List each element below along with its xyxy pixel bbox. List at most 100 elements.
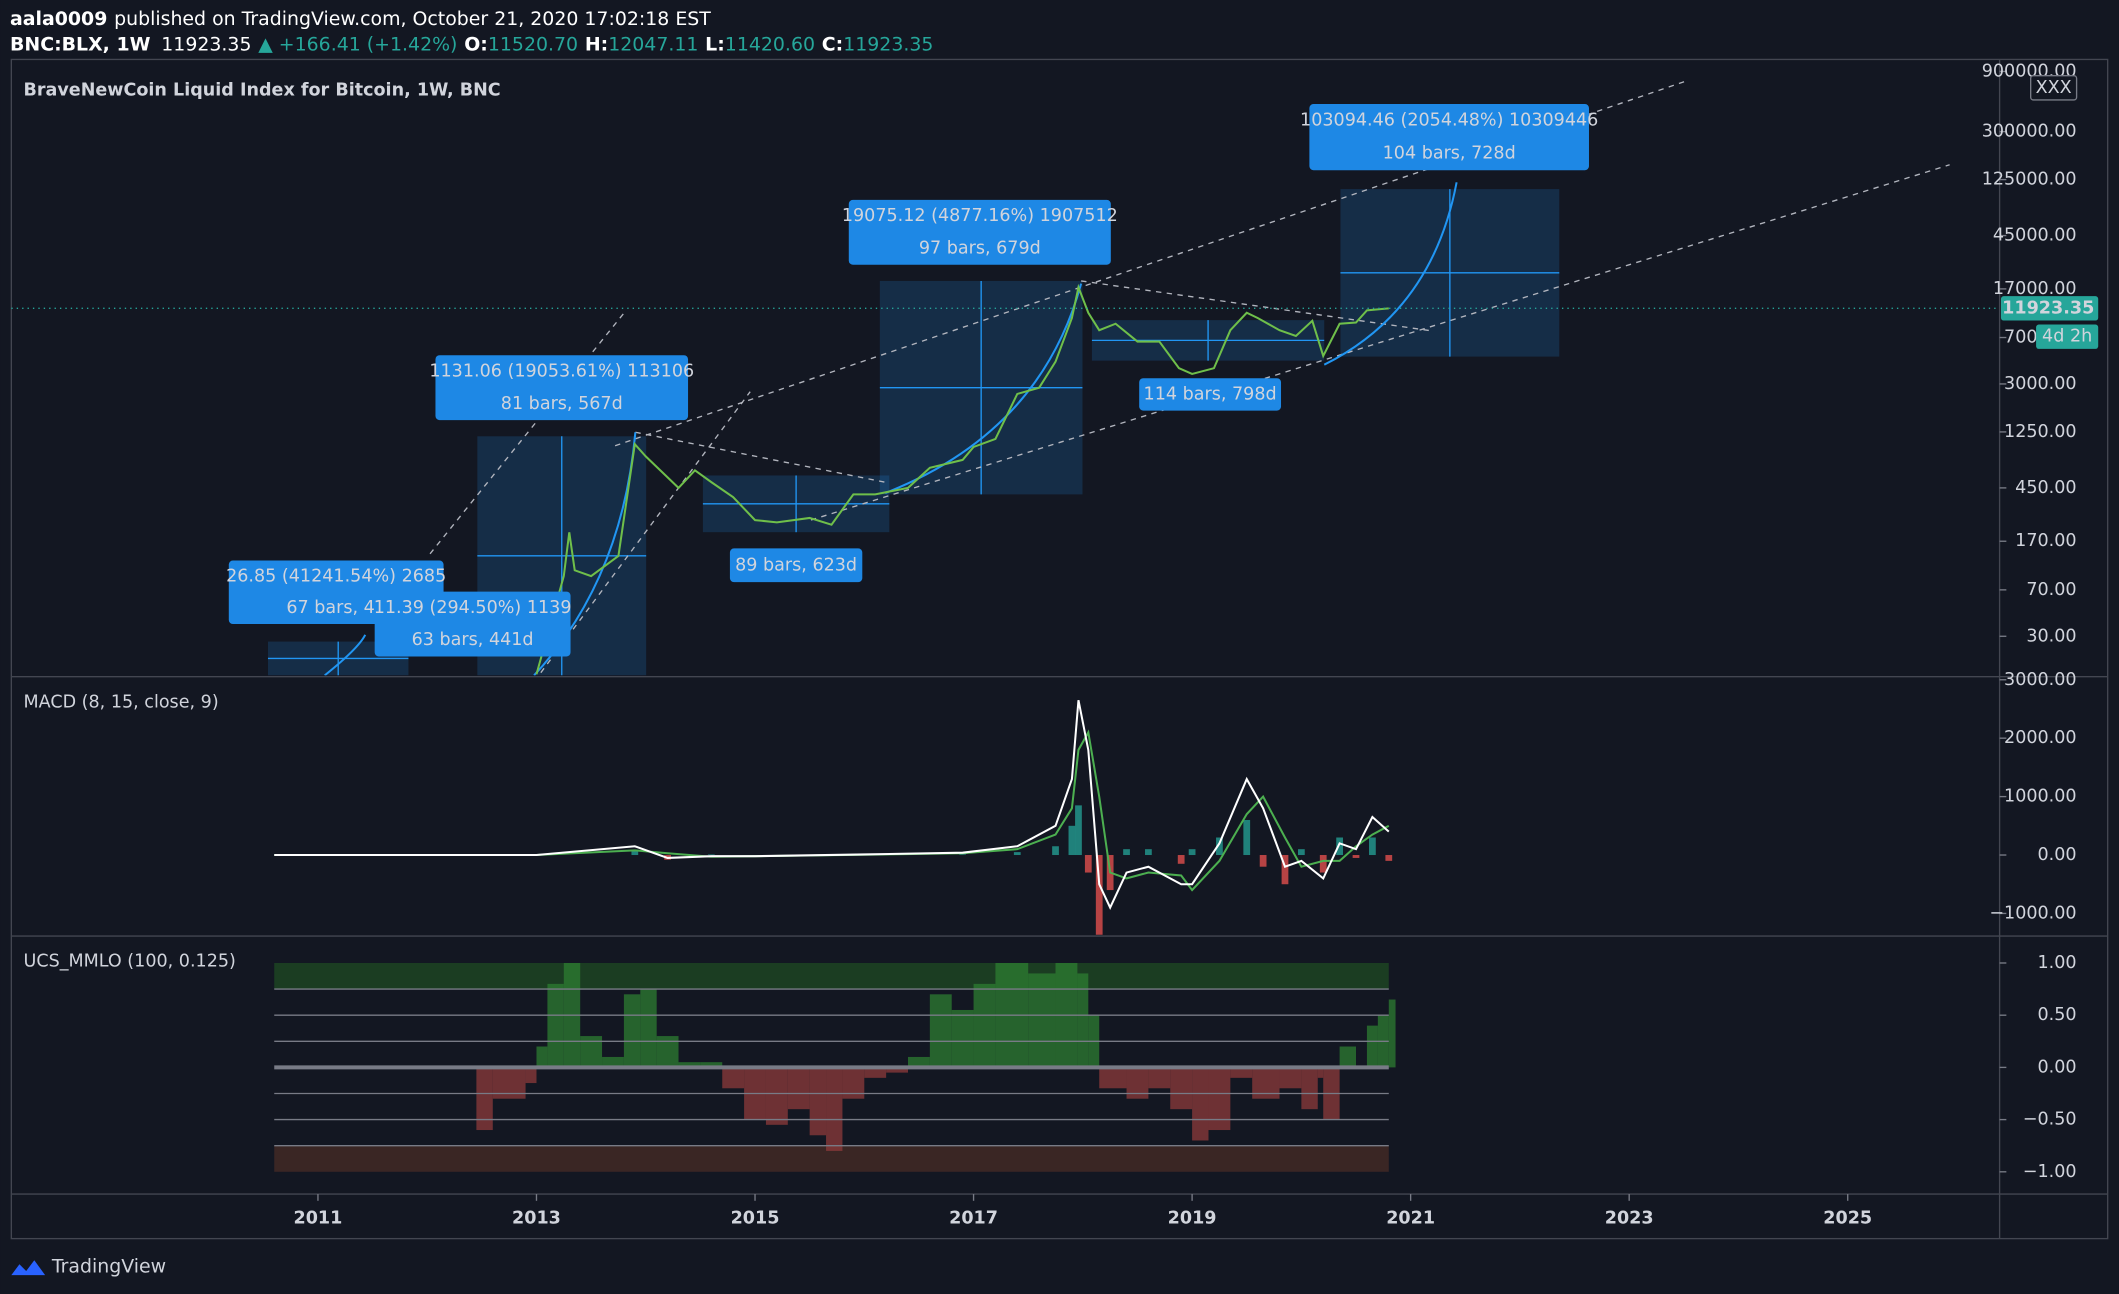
annotation-text: 97 bars, 679d <box>919 239 1041 259</box>
annotation-text: 1131.06 (19053.61%) 113106 <box>429 361 694 381</box>
badge: XXX <box>2036 78 2072 98</box>
y-tick-label: −1000.00 <box>1989 903 2076 923</box>
author: aala0009 <box>10 7 107 29</box>
histogram-bar <box>1068 825 1076 856</box>
histogram-bar <box>722 1067 745 1089</box>
histogram-bar <box>525 1067 537 1084</box>
histogram-bar <box>1013 852 1021 856</box>
x-tick-label: 2017 <box>949 1208 998 1228</box>
badge-box <box>2030 74 2078 101</box>
histogram-bar <box>1317 1067 1324 1078</box>
curve <box>884 283 1083 494</box>
last-price-box <box>2000 296 2099 321</box>
histogram-bar <box>1148 1067 1171 1089</box>
ohlc-value: 11420.60 <box>725 33 815 55</box>
x-tick-label: 2011 <box>294 1208 343 1228</box>
histogram-bar <box>1216 837 1223 856</box>
ohlc-key: C: <box>822 33 843 55</box>
y-tick-label: 300000.00 <box>1982 122 2077 142</box>
annotation-box <box>1309 104 1589 171</box>
histogram-bar <box>886 1067 909 1073</box>
histogram-bar <box>631 850 639 856</box>
series-line <box>274 700 1390 910</box>
pane <box>535 283 1389 675</box>
histogram-bar <box>1388 999 1396 1068</box>
histogram-bar <box>929 994 952 1068</box>
annotation-text: 63 bars, 441d <box>412 630 534 650</box>
y-tick-label: 1.00 <box>2038 953 2077 973</box>
histogram-bar <box>623 994 641 1068</box>
publish-line: aala0009 published on TradingView.com, Oc… <box>10 7 711 29</box>
y-tick-label: 125000.00 <box>1982 170 2077 190</box>
histogram-bar <box>1366 1025 1378 1068</box>
x-tick-label: 2021 <box>1386 1208 1435 1228</box>
histogram-bar <box>1259 855 1267 867</box>
y-tick-label: 1250.00 <box>2004 422 2077 442</box>
histogram-bar <box>826 1067 843 1151</box>
annotation-text: 103094.46 (2054.48%) 10309446 <box>1300 111 1598 131</box>
histogram-bar <box>1123 849 1130 856</box>
annotation-text: 11.39 (294.50%) 1139 <box>374 598 572 618</box>
brand: TradingView <box>51 1255 166 1277</box>
histogram-bar <box>908 1056 930 1068</box>
quote-line: BNC:BLX, 1W 11923.35 ▲ +166.41 (+1.42%) O:1… <box>10 33 933 55</box>
histogram-bar <box>765 1067 788 1125</box>
histogram-bar <box>1192 1067 1209 1141</box>
histogram-bar <box>707 854 715 856</box>
ohlc-value: 11520.70 <box>488 33 578 55</box>
ohlc-key: H: <box>585 33 608 55</box>
x-tick-label: 2015 <box>731 1208 780 1228</box>
last-price: 11923.35 <box>2002 298 2094 318</box>
histogram-bar <box>1339 1046 1357 1068</box>
logo[interactable]: TradingView <box>11 1255 166 1277</box>
y-tick-label: 450.00 <box>2015 478 2076 498</box>
ohlc-value: 11923.35 <box>843 33 933 55</box>
symbol: BNC:BLX, 1W <box>10 33 151 55</box>
histogram-bar <box>1301 1067 1318 1110</box>
annotation-text: 114 bars, 798d <box>1144 384 1277 404</box>
histogram-bar <box>602 1056 624 1068</box>
ohlc-key: L: <box>705 33 725 55</box>
y-tick-label: 0.00 <box>2038 845 2077 865</box>
pane-title: BraveNewCoin Liquid Index for Bitcoin, 1… <box>23 80 500 100</box>
histogram-bar <box>1385 855 1393 861</box>
histogram-bar <box>536 1046 548 1068</box>
annotation-box <box>1139 378 1282 411</box>
histogram-bar <box>1230 1067 1253 1078</box>
band <box>274 962 1389 990</box>
x-tick-label: 2025 <box>1823 1208 1872 1228</box>
histogram-bar <box>1319 855 1327 873</box>
pane-title: MACD (8, 15, close, 9) <box>23 692 218 712</box>
histogram-bar <box>959 854 967 856</box>
y-tick-label: 3000.00 <box>2004 374 2077 394</box>
y-tick-label: 3000.00 <box>2004 670 2077 690</box>
histogram-bar <box>1336 837 1343 856</box>
histogram-bar <box>1099 1067 1127 1089</box>
annotation-text: 104 bars, 728d <box>1383 144 1516 164</box>
annotation-text: 19075.12 (4877.16%) 1907512 <box>842 206 1118 226</box>
pane <box>274 700 1393 935</box>
histogram-bar <box>809 1067 827 1136</box>
histogram-bar <box>1126 1067 1149 1099</box>
histogram-bar <box>1177 855 1185 864</box>
y-tick-label: 170.00 <box>2015 531 2076 551</box>
countdown-box <box>2036 324 2099 349</box>
trend-line <box>810 164 1950 521</box>
pane <box>274 962 1396 1172</box>
histogram-bar <box>1145 849 1152 856</box>
y-tick-label: 30.00 <box>2026 626 2076 646</box>
histogram-bar <box>547 983 564 1068</box>
histogram-bar <box>1170 1067 1193 1110</box>
ohlc-key: O: <box>464 33 488 55</box>
curve <box>1323 182 1458 366</box>
histogram-bar <box>1352 855 1360 858</box>
countdown: 4d 2h <box>2042 327 2092 347</box>
histogram-bar <box>1297 849 1305 856</box>
y-tick-label: 2000.00 <box>2004 728 2077 748</box>
histogram-bar <box>656 1036 679 1068</box>
histogram-bar <box>1084 855 1092 873</box>
y-tick-label: 17000.00 <box>1993 279 2077 299</box>
annotation-box <box>374 591 571 657</box>
histogram-bar <box>1208 1067 1231 1131</box>
annotation-text: 67 bars, 46 <box>286 598 386 618</box>
